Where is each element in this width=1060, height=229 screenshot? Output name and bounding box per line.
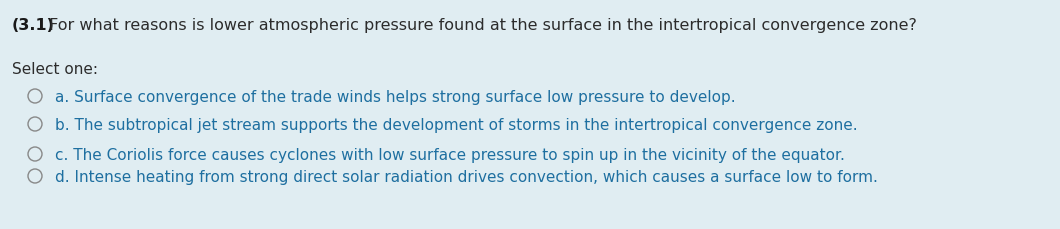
Text: Select one:: Select one:	[12, 62, 98, 77]
Text: For what reasons is lower atmospheric pressure found at the surface in the inter: For what reasons is lower atmospheric pr…	[45, 18, 917, 33]
Text: d. Intense heating from strong direct solar radiation drives convection, which c: d. Intense heating from strong direct so…	[55, 170, 878, 185]
Text: b. The subtropical jet stream supports the development of storms in the intertro: b. The subtropical jet stream supports t…	[55, 118, 858, 133]
Text: a. Surface convergence of the trade winds helps strong surface low pressure to d: a. Surface convergence of the trade wind…	[55, 90, 736, 105]
Text: c. The Coriolis force causes cyclones with low surface pressure to spin up in th: c. The Coriolis force causes cyclones wi…	[55, 148, 845, 163]
Text: (3.1): (3.1)	[12, 18, 55, 33]
